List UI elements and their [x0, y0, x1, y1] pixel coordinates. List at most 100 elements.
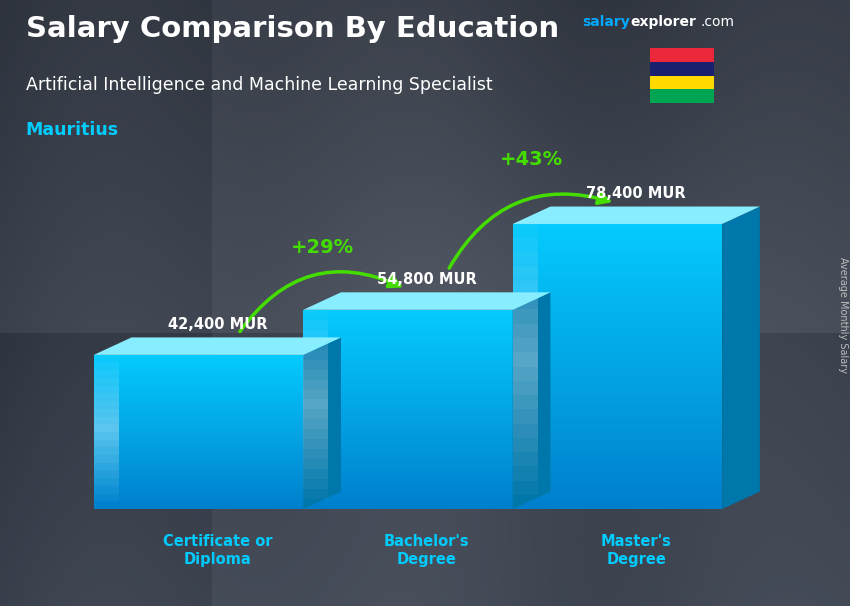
Polygon shape: [513, 407, 722, 412]
Polygon shape: [513, 409, 538, 424]
Polygon shape: [513, 292, 551, 509]
Polygon shape: [94, 475, 303, 478]
Polygon shape: [94, 506, 303, 509]
Polygon shape: [94, 416, 303, 419]
Polygon shape: [94, 440, 119, 447]
Polygon shape: [513, 395, 722, 401]
Polygon shape: [513, 350, 722, 355]
Polygon shape: [303, 401, 513, 405]
Polygon shape: [94, 392, 303, 395]
Polygon shape: [513, 338, 722, 344]
Polygon shape: [94, 413, 303, 416]
Polygon shape: [94, 410, 303, 413]
Polygon shape: [94, 424, 119, 432]
Polygon shape: [94, 463, 303, 466]
Polygon shape: [513, 338, 538, 352]
Polygon shape: [303, 413, 513, 418]
Polygon shape: [303, 379, 328, 390]
Polygon shape: [303, 338, 513, 342]
Polygon shape: [94, 484, 303, 487]
Polygon shape: [94, 373, 303, 376]
Polygon shape: [513, 424, 722, 429]
Text: 78,400 MUR: 78,400 MUR: [586, 186, 686, 201]
Polygon shape: [513, 452, 722, 458]
Polygon shape: [513, 324, 538, 338]
Polygon shape: [94, 338, 341, 355]
Polygon shape: [94, 416, 119, 424]
Polygon shape: [303, 439, 328, 449]
Polygon shape: [303, 393, 513, 398]
Polygon shape: [94, 398, 303, 401]
Polygon shape: [513, 361, 722, 367]
Polygon shape: [303, 459, 328, 469]
Polygon shape: [303, 418, 513, 421]
Polygon shape: [94, 378, 119, 385]
Polygon shape: [513, 253, 538, 267]
Polygon shape: [94, 401, 119, 409]
Polygon shape: [303, 477, 513, 481]
Polygon shape: [303, 493, 513, 497]
Polygon shape: [513, 258, 722, 264]
Polygon shape: [94, 385, 119, 393]
Polygon shape: [513, 441, 722, 447]
Polygon shape: [303, 350, 328, 359]
Polygon shape: [513, 412, 722, 418]
Polygon shape: [94, 429, 303, 432]
Polygon shape: [94, 362, 119, 370]
Polygon shape: [513, 327, 722, 332]
Polygon shape: [513, 466, 538, 481]
Polygon shape: [513, 429, 722, 435]
Polygon shape: [94, 450, 303, 453]
Polygon shape: [94, 432, 119, 440]
Polygon shape: [303, 359, 328, 370]
Polygon shape: [303, 390, 513, 393]
Text: Bachelor's
Degree: Bachelor's Degree: [384, 534, 470, 567]
Polygon shape: [94, 385, 303, 389]
Polygon shape: [513, 395, 538, 409]
Polygon shape: [94, 376, 303, 379]
Polygon shape: [94, 435, 303, 438]
Polygon shape: [94, 409, 119, 416]
Polygon shape: [303, 410, 513, 413]
Polygon shape: [513, 292, 722, 298]
Polygon shape: [513, 418, 722, 424]
Polygon shape: [513, 270, 722, 275]
Polygon shape: [303, 421, 513, 425]
Polygon shape: [513, 295, 538, 310]
Polygon shape: [94, 432, 303, 435]
Polygon shape: [303, 429, 513, 433]
Bar: [650, 62, 714, 76]
Polygon shape: [94, 500, 303, 503]
Polygon shape: [94, 497, 303, 500]
Text: Salary Comparison By Education: Salary Comparison By Education: [26, 15, 558, 43]
Polygon shape: [94, 423, 303, 426]
Polygon shape: [303, 497, 513, 501]
Polygon shape: [94, 447, 303, 450]
Polygon shape: [94, 426, 303, 429]
Polygon shape: [94, 364, 303, 367]
Polygon shape: [94, 460, 303, 463]
Polygon shape: [513, 452, 538, 466]
Bar: [650, 76, 714, 89]
Polygon shape: [513, 389, 722, 395]
Polygon shape: [94, 395, 303, 398]
Polygon shape: [303, 489, 513, 493]
FancyArrowPatch shape: [240, 271, 400, 331]
Bar: [650, 48, 714, 62]
Polygon shape: [94, 470, 119, 478]
Text: .com: .com: [700, 15, 734, 29]
Polygon shape: [94, 447, 119, 455]
Polygon shape: [94, 407, 303, 410]
Polygon shape: [303, 485, 513, 489]
Polygon shape: [303, 458, 513, 461]
Polygon shape: [513, 281, 722, 287]
Polygon shape: [303, 318, 513, 322]
Polygon shape: [94, 472, 303, 475]
FancyArrowPatch shape: [449, 193, 609, 268]
Polygon shape: [513, 281, 538, 295]
Polygon shape: [513, 267, 538, 281]
Text: 42,400 MUR: 42,400 MUR: [167, 317, 267, 332]
Polygon shape: [303, 390, 328, 399]
Polygon shape: [513, 304, 722, 310]
Polygon shape: [303, 410, 328, 419]
